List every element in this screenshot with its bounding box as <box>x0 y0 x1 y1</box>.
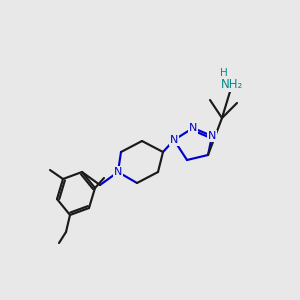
Text: H: H <box>220 68 228 78</box>
Text: N: N <box>208 131 216 141</box>
Text: N: N <box>189 123 197 133</box>
Text: N: N <box>170 135 178 145</box>
Text: NH₂: NH₂ <box>221 79 243 92</box>
Text: N: N <box>114 167 122 177</box>
